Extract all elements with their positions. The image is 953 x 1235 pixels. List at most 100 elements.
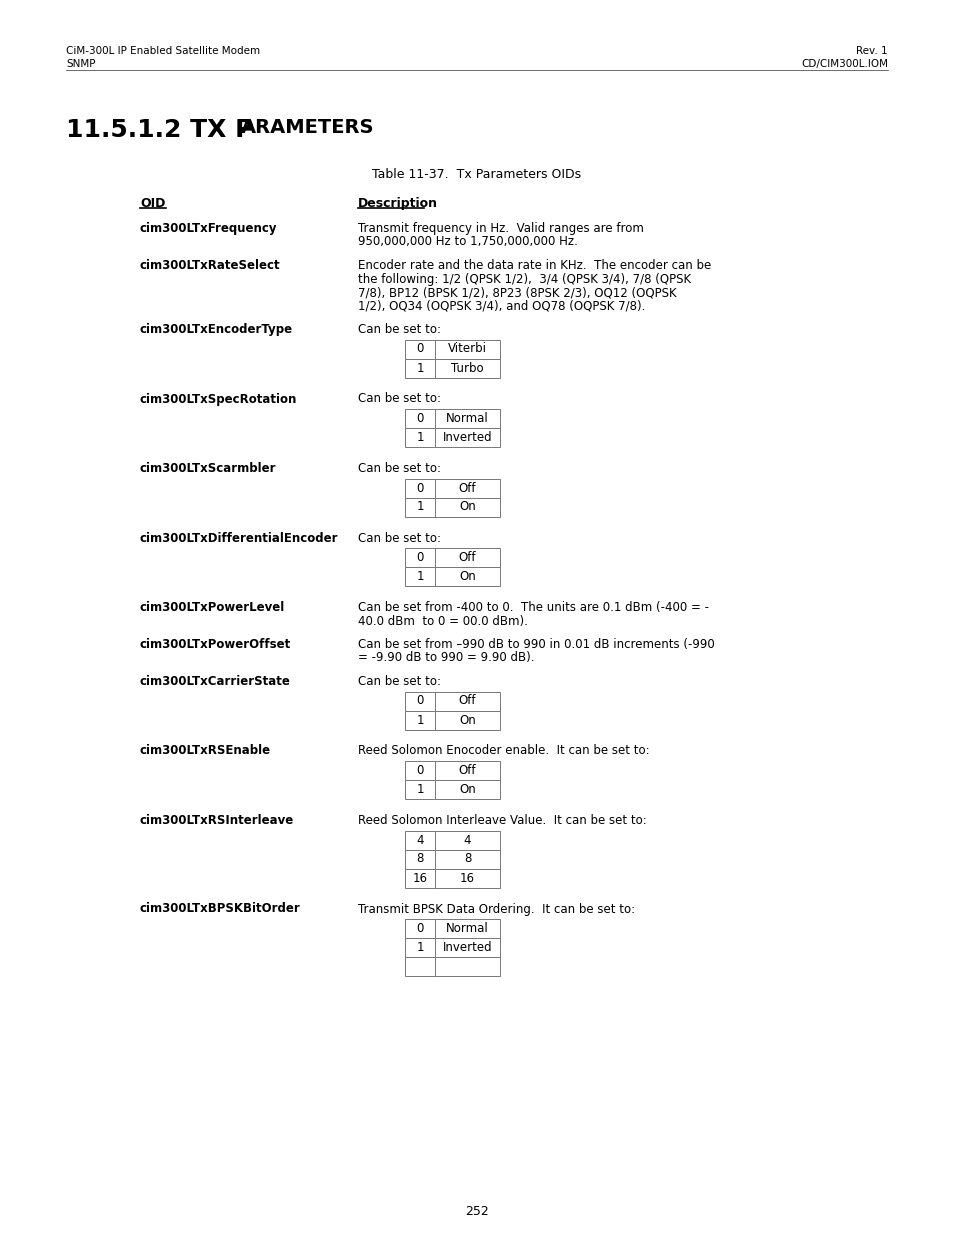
Text: Can be set to:: Can be set to: [357, 462, 440, 475]
Text: SNMP: SNMP [66, 59, 95, 69]
Bar [405, 939, 435, 957]
Text: CiM-300L IP Enabled Satellite Modem: CiM-300L IP Enabled Satellite Modem [66, 46, 260, 56]
Text: 1/2), OQ34 (OQPSK 3/4), and OQ78 (OQPSK 7/8).: 1/2), OQ34 (OQPSK 3/4), and OQ78 (OQPSK … [357, 300, 644, 312]
Text: cim300LTxEncoderType: cim300LTxEncoderType [140, 324, 293, 336]
Text: cim300LTxSpecRotation: cim300LTxSpecRotation [140, 393, 297, 405]
Bar [435, 919, 499, 939]
Text: 1: 1 [416, 500, 423, 514]
Text: cim300LTxPowerLevel: cim300LTxPowerLevel [140, 601, 285, 614]
Text: Off: Off [458, 694, 476, 708]
Text: cim300LTxCarrierState: cim300LTxCarrierState [140, 676, 291, 688]
Bar [435, 830, 499, 850]
Bar [405, 548, 435, 567]
Bar [435, 340, 499, 358]
Text: 0: 0 [416, 694, 423, 708]
Text: 0: 0 [416, 342, 423, 356]
Text: CD/CIM300L.IOM: CD/CIM300L.IOM [801, 59, 887, 69]
Bar [405, 710, 435, 730]
Bar [405, 567, 435, 585]
Text: cim300LTxRSInterleave: cim300LTxRSInterleave [140, 814, 294, 827]
Text: cim300LTxPowerOffset: cim300LTxPowerOffset [140, 638, 291, 651]
Text: Reed Solomon Enocoder enable.  It can be set to:: Reed Solomon Enocoder enable. It can be … [357, 745, 649, 757]
Text: 7/8), BP12 (BPSK 1/2), 8P23 (8PSK 2/3), OQ12 (OQPSK: 7/8), BP12 (BPSK 1/2), 8P23 (8PSK 2/3), … [357, 287, 676, 299]
Text: cim300LTxDifferentialEncoder: cim300LTxDifferentialEncoder [140, 531, 338, 545]
Text: 4: 4 [416, 834, 423, 846]
Text: cim300LTxBPSKBitOrder: cim300LTxBPSKBitOrder [140, 903, 300, 915]
Bar [405, 498, 435, 516]
Bar [435, 868, 499, 888]
Text: 1: 1 [416, 783, 423, 797]
Bar [405, 850, 435, 868]
Bar [435, 478, 499, 498]
Text: 16: 16 [412, 872, 427, 884]
Bar [435, 358, 499, 378]
Bar [435, 957, 499, 976]
Text: 8: 8 [416, 852, 423, 866]
Text: On: On [458, 783, 476, 797]
Bar [435, 567, 499, 585]
Text: 0: 0 [416, 482, 423, 494]
Text: 11.5.1.2 TX P: 11.5.1.2 TX P [66, 119, 253, 142]
Text: cim300LTxScarmbler: cim300LTxScarmbler [140, 462, 276, 475]
Text: 950,000,000 Hz to 1,750,000,000 Hz.: 950,000,000 Hz to 1,750,000,000 Hz. [357, 236, 578, 248]
Text: = -9.90 dB to 990 = 9.90 dB).: = -9.90 dB to 990 = 9.90 dB). [357, 652, 534, 664]
Text: 0: 0 [416, 923, 423, 935]
Text: 0: 0 [416, 764, 423, 777]
Text: 1: 1 [416, 431, 423, 445]
Text: Transmit frequency in Hz.  Valid ranges are from: Transmit frequency in Hz. Valid ranges a… [357, 222, 643, 235]
Bar [435, 761, 499, 781]
Bar [405, 781, 435, 799]
Bar [405, 957, 435, 976]
Text: 8: 8 [463, 852, 471, 866]
Text: Description: Description [357, 198, 437, 210]
Text: the following: 1/2 (QPSK 1/2),  3/4 (QPSK 3/4), 7/8 (QPSK: the following: 1/2 (QPSK 1/2), 3/4 (QPSK… [357, 273, 690, 285]
Text: Reed Solomon Interleave Value.  It can be set to:: Reed Solomon Interleave Value. It can be… [357, 814, 646, 827]
Bar [405, 761, 435, 781]
Text: OID: OID [140, 198, 165, 210]
Text: 1: 1 [416, 941, 423, 953]
Bar [435, 692, 499, 710]
Text: Can be set from –990 dB to 990 in 0.01 dB increments (-990: Can be set from –990 dB to 990 in 0.01 d… [357, 638, 714, 651]
Text: ARAMETERS: ARAMETERS [241, 119, 375, 137]
Text: 40.0 dBm  to 0 = 00.0 dBm).: 40.0 dBm to 0 = 00.0 dBm). [357, 615, 527, 627]
Text: On: On [458, 714, 476, 726]
Bar [435, 429, 499, 447]
Bar [435, 781, 499, 799]
Bar [435, 850, 499, 868]
Text: Can be set from -400 to 0.  The units are 0.1 dBm (-400 = -: Can be set from -400 to 0. The units are… [357, 601, 708, 614]
Text: Can be set to:: Can be set to: [357, 393, 440, 405]
Text: 0: 0 [416, 412, 423, 425]
Text: Normal: Normal [446, 412, 488, 425]
Bar [405, 340, 435, 358]
Text: On: On [458, 500, 476, 514]
Bar [405, 358, 435, 378]
Text: Viterbi: Viterbi [448, 342, 486, 356]
Text: 16: 16 [459, 872, 475, 884]
Text: 0: 0 [416, 551, 423, 564]
Text: On: On [458, 571, 476, 583]
Text: Off: Off [458, 551, 476, 564]
Text: cim300LTxFrequency: cim300LTxFrequency [140, 222, 277, 235]
Bar [405, 919, 435, 939]
Text: Normal: Normal [446, 923, 488, 935]
Bar [435, 548, 499, 567]
Bar [405, 868, 435, 888]
Text: Transmit BPSK Data Ordering.  It can be set to:: Transmit BPSK Data Ordering. It can be s… [357, 903, 635, 915]
Text: Turbo: Turbo [451, 362, 483, 374]
Text: Can be set to:: Can be set to: [357, 324, 440, 336]
Text: cim300LTxRSEnable: cim300LTxRSEnable [140, 745, 271, 757]
Bar [405, 409, 435, 429]
Text: Can be set to:: Can be set to: [357, 676, 440, 688]
Bar [435, 939, 499, 957]
Bar [405, 692, 435, 710]
Text: cim300LTxRateSelect: cim300LTxRateSelect [140, 259, 280, 272]
Text: Inverted: Inverted [442, 941, 492, 953]
Text: Inverted: Inverted [442, 431, 492, 445]
Text: Encoder rate and the data rate in KHz.  The encoder can be: Encoder rate and the data rate in KHz. T… [357, 259, 711, 272]
Bar [405, 830, 435, 850]
Text: Can be set to:: Can be set to: [357, 531, 440, 545]
Bar [405, 478, 435, 498]
Bar [435, 409, 499, 429]
Text: Rev. 1: Rev. 1 [856, 46, 887, 56]
Text: Off: Off [458, 764, 476, 777]
